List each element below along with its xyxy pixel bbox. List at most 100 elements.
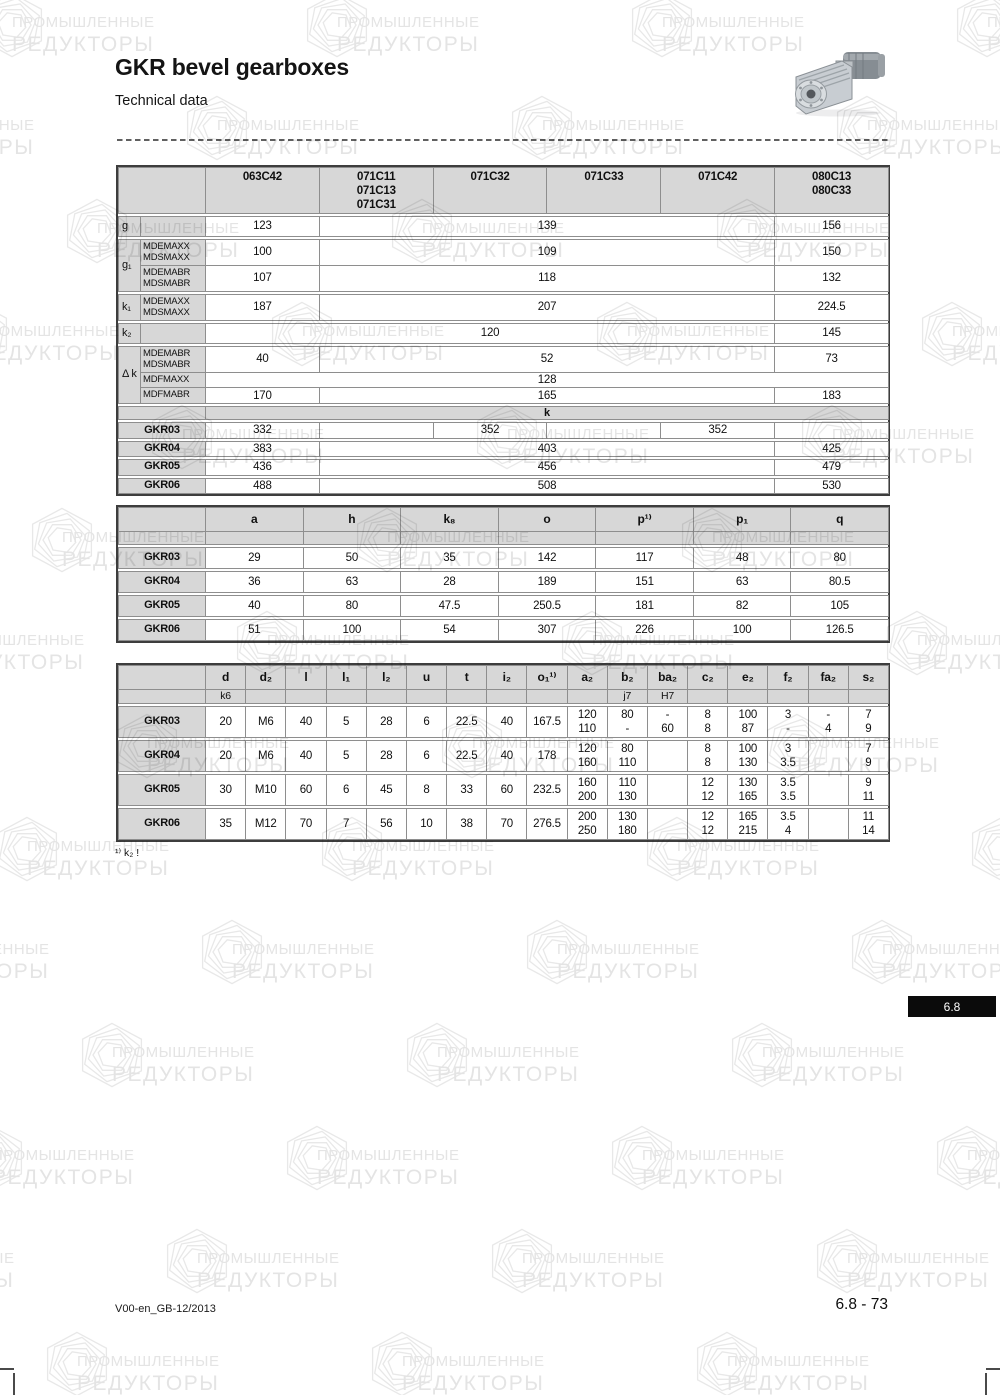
column-header: o	[497, 507, 597, 532]
table-cell	[595, 531, 694, 545]
row-separator-cell	[118, 475, 889, 478]
table-cell: 54	[400, 619, 499, 641]
table-cell: 130 180	[606, 808, 648, 841]
table-cell: 383	[205, 440, 320, 458]
table-cell: 142	[497, 547, 597, 569]
table-cell: 165 215	[727, 808, 769, 841]
row-label: GKR06	[118, 477, 206, 494]
column-header	[118, 167, 206, 214]
column-header: s₂	[847, 665, 889, 690]
table-cell	[118, 406, 206, 421]
table-cell: 250.5	[497, 595, 597, 617]
table-row: GKR04 36 63 28 189 151 63 80.5	[118, 571, 889, 593]
table-cell: 11 14	[847, 808, 889, 841]
watermark-hexagon-logo	[611, 1125, 673, 1191]
table-cell	[497, 531, 597, 545]
row-separator-cell	[118, 592, 889, 596]
table-cell: 167.5	[526, 706, 568, 739]
gearbox-product-image	[795, 52, 885, 117]
table-cell: 100	[205, 239, 320, 266]
table-cell	[807, 688, 849, 705]
table-cell: 40	[486, 706, 528, 739]
watermark-hexagon-logo	[0, 0, 43, 58]
table-cell: 178	[526, 740, 568, 773]
table-cell	[847, 688, 889, 705]
column-header: ba₂	[646, 665, 689, 690]
row-label: Δ k	[118, 345, 141, 405]
table-cell: 40	[205, 595, 304, 617]
row-separator-cell	[118, 291, 889, 295]
table-cell: 107	[205, 265, 320, 292]
column-header: l₂	[365, 665, 407, 690]
column-header: d₂	[245, 665, 287, 690]
table-cell: 6	[405, 706, 448, 739]
table-cell: 110 130	[606, 774, 648, 807]
row-separator-cell	[118, 213, 889, 217]
table-cell: 226	[595, 619, 694, 641]
table-cell: 352	[432, 422, 548, 439]
table-cell: 530	[774, 477, 889, 494]
sub-row-label: MDFMABR	[140, 387, 206, 405]
table-cell: 80 110	[606, 740, 648, 773]
table-cell: 130 165	[727, 774, 769, 807]
watermark-hexagon-logo	[0, 314, 8, 354]
table-row: k	[118, 406, 889, 421]
table-cell: 120 110	[566, 706, 608, 739]
table-cell: 7 9	[847, 706, 889, 739]
table-row: GKR04 383 403 425	[118, 440, 889, 458]
table-cell	[546, 422, 662, 439]
table-cell: 224.5	[774, 294, 889, 321]
dashed-divider	[117, 139, 888, 141]
table-cell	[400, 531, 499, 545]
watermark-hexagon-logo	[286, 1125, 348, 1191]
table-row: GKR03 332 352 352	[118, 422, 889, 439]
row-label: GKR06	[118, 808, 206, 841]
watermark-hexagon-logo	[491, 1228, 553, 1294]
table-cell: 120	[204, 323, 776, 344]
table-cell: 105	[790, 595, 889, 617]
table-cell: 20	[204, 706, 247, 739]
row-separator-cell	[118, 320, 889, 324]
row-separator	[118, 568, 889, 572]
row-separator	[118, 291, 889, 295]
table-row: GKR06 488 508 530	[118, 477, 889, 494]
row-label: GKR04	[118, 571, 206, 593]
table-cell	[646, 774, 689, 807]
row-label: GKR05	[118, 774, 206, 807]
row-label: g₁	[118, 239, 141, 292]
table-row: a h k₈ o p¹⁾ p₁ q	[118, 507, 889, 532]
table-cell	[767, 688, 809, 705]
table-cell: 73	[774, 346, 889, 373]
row-separator	[118, 771, 889, 775]
column-header: o₁¹⁾	[526, 665, 568, 690]
table-cell: 156	[774, 216, 889, 237]
table-cell: 56	[365, 808, 407, 841]
table-cell: 80 -	[606, 706, 648, 739]
table-cell: 139	[318, 216, 776, 237]
table-cell: 52	[318, 346, 776, 373]
table-cell: 479	[774, 459, 889, 476]
row-separator-cell	[118, 343, 889, 347]
column-header: a₂	[566, 665, 608, 690]
column-header: d	[204, 665, 247, 690]
sub-row-label: MDEMABR MDSMABR	[140, 346, 206, 373]
table-cell: 5	[325, 706, 367, 739]
